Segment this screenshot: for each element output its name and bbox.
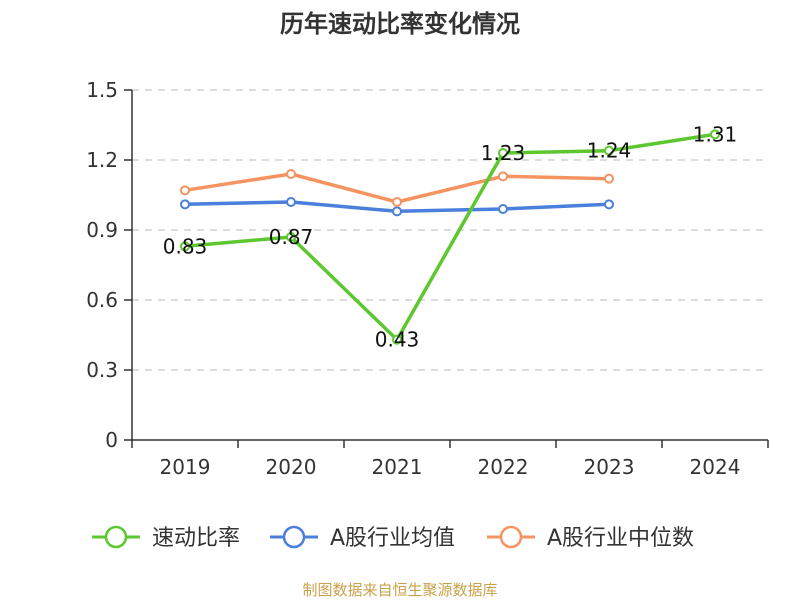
x-tick-label: 2024 <box>690 455 741 479</box>
source-note: 制图数据来自恒生聚源数据库 <box>302 581 497 599</box>
data-label: 1.31 <box>693 122 738 146</box>
legend-label: A股行业均值 <box>330 526 455 551</box>
series-line-0 <box>184 132 716 342</box>
data-point <box>392 197 402 207</box>
chart-title: 历年速动比率变化情况 <box>280 10 520 38</box>
data-label: 0.87 <box>269 225 314 249</box>
legend-marker <box>282 525 306 549</box>
data-point <box>604 145 614 156</box>
data-point <box>392 334 402 345</box>
y-tick-label: 0.6 <box>86 288 118 312</box>
data-point <box>498 148 508 158</box>
y-tick-label: 0.3 <box>86 358 118 382</box>
data-point <box>286 197 296 207</box>
data-label: 0.43 <box>375 328 420 352</box>
data-label: 1.23 <box>481 141 526 165</box>
legend-item-0[interactable]: 速动比率 <box>92 525 240 551</box>
y-tick-label: 0 <box>105 428 118 452</box>
data-label-layer: 0.83 0.87 0.43 1.23 1.24 1.31 <box>163 122 738 351</box>
data-point <box>180 241 190 252</box>
axis-layer: 0 0.3 0.6 0.9 1.2 1.5 2019 2020 2021 2022 2023 2024 <box>86 78 769 479</box>
series-layer <box>180 129 720 345</box>
legend-item-2[interactable]: A股行业中位数 <box>487 525 694 551</box>
data-point <box>604 173 614 184</box>
data-label: 1.24 <box>587 139 632 163</box>
data-point <box>286 169 296 179</box>
data-point <box>498 204 508 214</box>
x-tick-label: 2021 <box>372 455 423 479</box>
data-point <box>710 129 720 140</box>
legend: 速动比率 A股行业均值 A股行业中位数 <box>92 525 694 551</box>
legend-marker <box>499 525 523 549</box>
x-tick-label: 2019 <box>160 455 211 479</box>
data-label: 0.83 <box>163 234 208 258</box>
data-point <box>180 185 190 196</box>
data-point <box>180 199 190 210</box>
x-tick-label: 2020 <box>266 455 317 479</box>
y-tick-label: 0.9 <box>86 218 118 242</box>
grid-layer <box>132 89 768 371</box>
data-point <box>286 232 296 242</box>
y-tick-label: 1.2 <box>86 148 118 172</box>
x-tick-label: 2023 <box>584 455 635 479</box>
legend-label: 速动比率 <box>152 526 240 551</box>
legend-item-1[interactable]: A股行业均值 <box>270 525 455 551</box>
legend-label: A股行业中位数 <box>547 526 694 551</box>
legend-marker <box>104 525 128 549</box>
y-tick-label: 1.5 <box>86 78 118 102</box>
data-point <box>392 206 402 217</box>
x-tick-label: 2022 <box>478 455 529 479</box>
data-point <box>498 171 508 182</box>
data-point <box>604 199 614 210</box>
